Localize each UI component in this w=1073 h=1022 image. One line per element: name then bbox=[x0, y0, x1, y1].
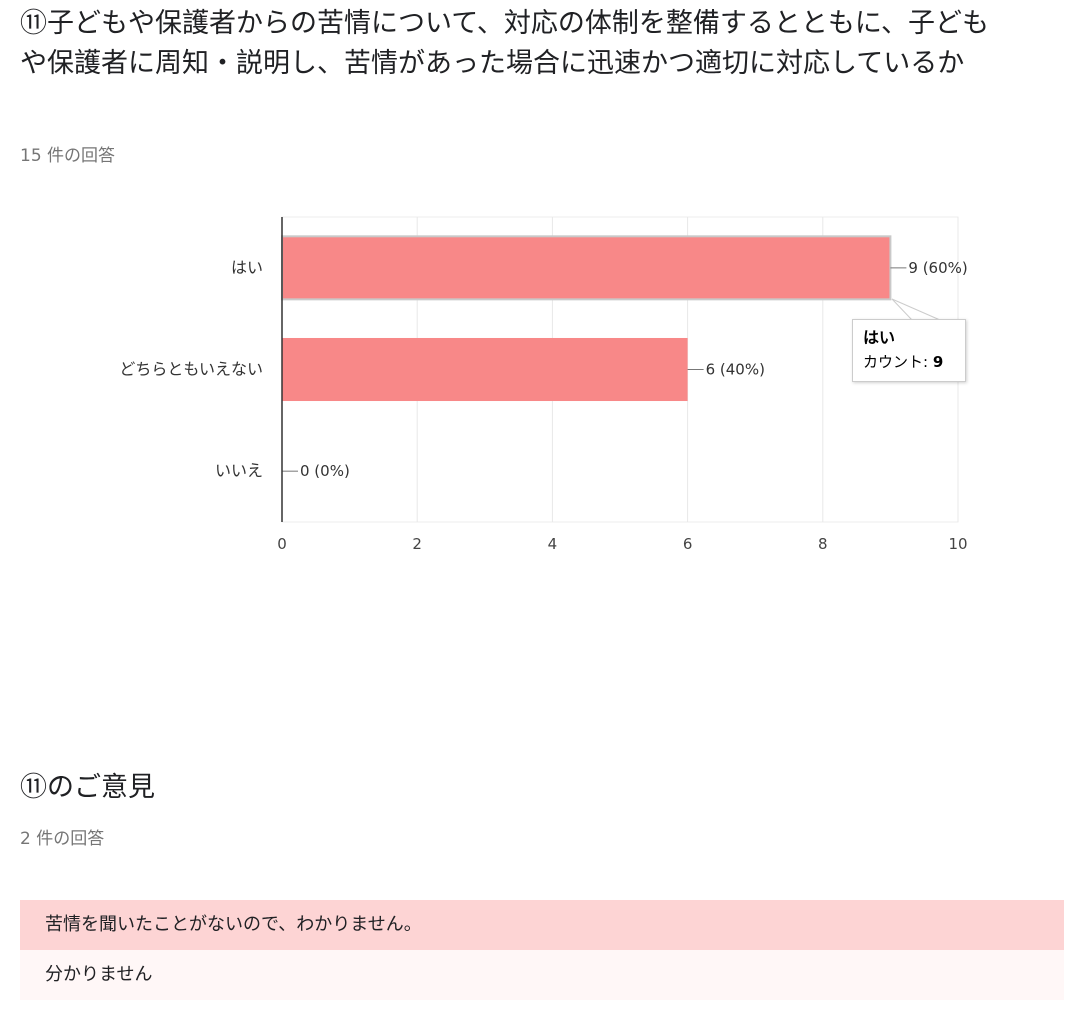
tooltip-label: カウント: bbox=[863, 353, 933, 371]
opinions-list: 苦情を聞いたことがないので、わかりません。 分かりません bbox=[20, 900, 1064, 1000]
data-label: 6 (40%) bbox=[706, 361, 765, 379]
response-count: 15 件の回答 bbox=[20, 146, 116, 166]
opinions-response-count: 2 件の回答 bbox=[20, 829, 105, 849]
opinions-title: ⑪のご意見 bbox=[20, 772, 155, 803]
x-tick-label: 4 bbox=[548, 535, 558, 553]
bar-chart: 0 2 4 6 8 10 はい 9 (60%) どちらともいえない 6 (40%) いいえ 0 (0%… bbox=[119, 216, 968, 553]
tooltip-body: カウント: 9 bbox=[863, 350, 955, 374]
tooltip-pointer bbox=[891, 298, 941, 321]
data-label: 9 (60%) bbox=[908, 259, 967, 277]
chart-tooltip: はい カウント: 9 bbox=[852, 319, 966, 382]
bar bbox=[281, 235, 892, 301]
x-tick-label: 8 bbox=[818, 535, 828, 553]
x-tick-label: 6 bbox=[683, 535, 693, 553]
question-title: ⑪子どもや保護者からの苦情について、対応の体制を整備するとともに、子どもや保護者… bbox=[20, 8, 990, 79]
opinion-item: 分かりません bbox=[20, 950, 1064, 1000]
data-label: 0 (0%) bbox=[300, 462, 350, 480]
x-tick-label: 2 bbox=[412, 535, 422, 553]
bar bbox=[282, 337, 688, 402]
tooltip-title: はい bbox=[863, 328, 896, 347]
tooltip-value: 9 bbox=[932, 353, 944, 371]
category-label: はい bbox=[231, 258, 263, 277]
category-label: どちらともいえない bbox=[119, 360, 263, 379]
opinion-item: 苦情を聞いたことがないので、わかりません。 bbox=[20, 900, 1064, 950]
x-tick-label: 10 bbox=[948, 535, 967, 553]
category-label: いいえ bbox=[215, 461, 263, 480]
x-tick-label: 0 bbox=[277, 535, 287, 553]
